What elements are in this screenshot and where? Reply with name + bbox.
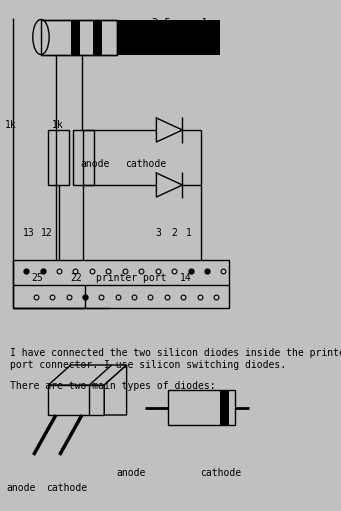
Bar	[13, 260, 229, 308]
Text: 1: 1	[186, 227, 192, 238]
Text: 13: 13	[23, 227, 35, 238]
Text: 12: 12	[41, 227, 53, 238]
Bar	[93, 20, 102, 55]
Text: 2: 2	[171, 227, 177, 238]
Ellipse shape	[33, 19, 49, 55]
Polygon shape	[48, 365, 127, 385]
Text: anode: anode	[6, 483, 36, 493]
Text: cathode: cathode	[201, 468, 242, 478]
Bar	[41, 20, 117, 55]
Text: cathode: cathode	[46, 483, 87, 493]
Bar	[167, 390, 235, 425]
Text: anode: anode	[80, 158, 110, 169]
Polygon shape	[104, 365, 127, 415]
Bar	[73, 130, 94, 185]
Bar	[220, 390, 228, 425]
Text: 25: 25	[31, 273, 43, 284]
Text: anode: anode	[117, 468, 146, 478]
Text: 14: 14	[179, 273, 191, 284]
Bar	[71, 20, 80, 55]
Bar	[41, 20, 117, 55]
Text: 3: 3	[156, 227, 162, 238]
Text: port connector. I use silicon switching diodes.: port connector. I use silicon switching …	[10, 360, 286, 370]
Bar	[48, 130, 69, 185]
Text: 1k: 1k	[5, 120, 16, 130]
Bar	[116, 20, 220, 55]
Text: 2.5 mm plug: 2.5 mm plug	[152, 18, 221, 28]
Text: I have connected the two silicon diodes inside the printer: I have connected the two silicon diodes …	[10, 347, 341, 358]
Text: printer port: printer port	[95, 273, 166, 284]
Polygon shape	[48, 385, 104, 415]
Text: cathode: cathode	[125, 158, 167, 169]
Text: 1k: 1k	[52, 120, 64, 130]
Text: 22: 22	[70, 273, 82, 284]
Text: There are two main types of diodes:: There are two main types of diodes:	[10, 381, 216, 391]
